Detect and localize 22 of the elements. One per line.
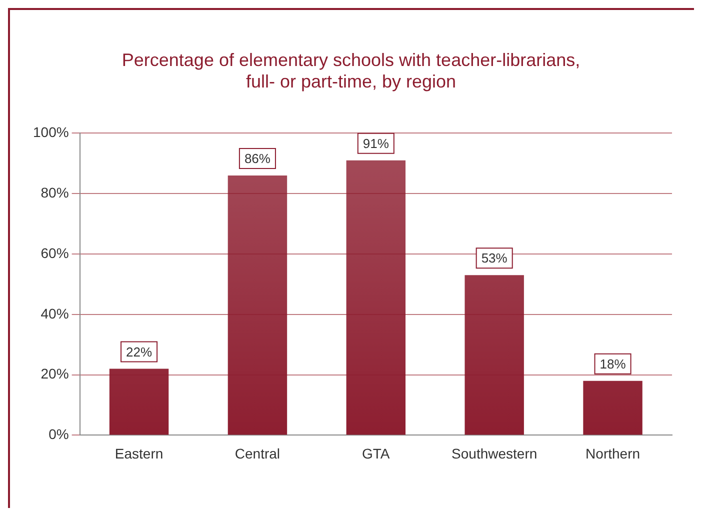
x-tick-label: Northern [586,445,640,462]
data-label: 18% [600,356,626,372]
data-label: 86% [244,151,271,166]
x-tick-label: Central [234,445,280,462]
x-tick-label: Southwestern [452,445,538,462]
data-label: 91% [362,136,390,151]
bar [464,275,524,435]
bar [228,175,288,435]
chart-title: Percentage of elementary schools with teacher-librarians, full- or part-time, by region [122,50,580,92]
data-label: 53% [481,250,508,266]
data-label: 22% [126,344,152,360]
x-tick-label: Eastern [114,445,164,462]
y-tick-label: 40% [40,305,69,322]
y-tick-label: 20% [40,366,69,382]
bar [346,160,406,435]
bar [109,368,169,435]
y-tick-label: 100% [32,124,69,140]
y-tick-label: 60% [40,244,69,261]
y-tick-label: 80% [40,184,69,200]
bar [583,380,642,435]
x-tick-label: GTA [362,445,390,462]
y-tick-label: 0% [48,426,69,442]
